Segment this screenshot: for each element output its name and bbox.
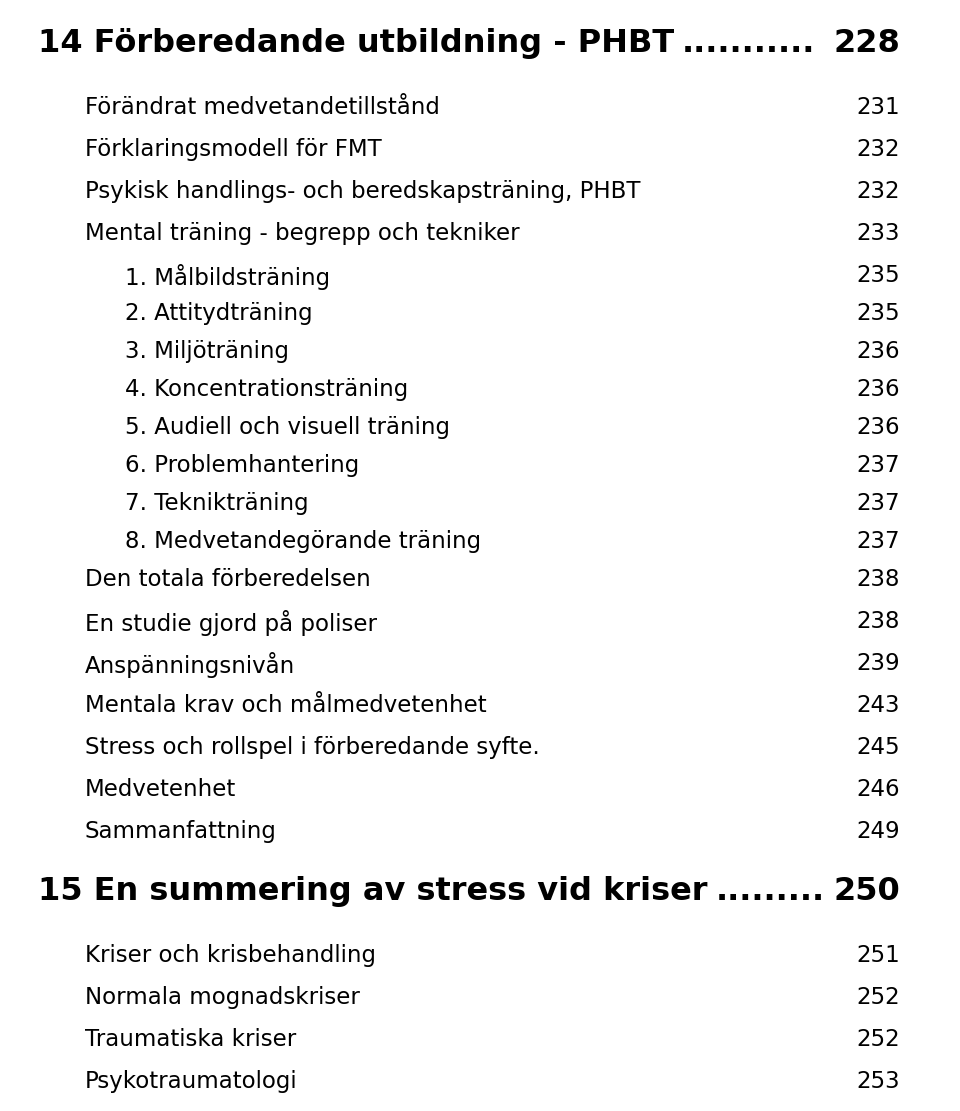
Text: Psykotraumatologi: Psykotraumatologi <box>85 1070 298 1093</box>
Text: 237: 237 <box>856 492 900 516</box>
Text: 4. Koncentrationsträning: 4. Koncentrationsträning <box>125 378 408 401</box>
Text: 228: 228 <box>833 28 900 59</box>
Text: Förklaringsmodell för FMT: Förklaringsmodell för FMT <box>85 138 382 161</box>
Text: 238: 238 <box>856 568 900 591</box>
Text: 7. Teknikträning: 7. Teknikträning <box>125 492 308 516</box>
Text: Anspänningsnivån: Anspänningsnivån <box>85 652 296 678</box>
Text: 3. Miljöträning: 3. Miljöträning <box>125 340 289 363</box>
Text: 237: 237 <box>856 530 900 553</box>
Text: Traumatiska kriser: Traumatiska kriser <box>85 1028 297 1051</box>
Text: 252: 252 <box>856 985 900 1009</box>
Text: .........: ......... <box>715 875 825 907</box>
Text: Kriser och krisbehandling: Kriser och krisbehandling <box>85 944 376 967</box>
Text: 1. Målbildsträning: 1. Målbildsträning <box>125 264 330 290</box>
Text: 5. Audiell och visuell träning: 5. Audiell och visuell träning <box>125 416 450 439</box>
Text: 235: 235 <box>856 302 900 326</box>
Text: 249: 249 <box>856 820 900 843</box>
Text: Mentala krav och målmedvetenhet: Mentala krav och målmedvetenhet <box>85 694 487 717</box>
Text: Förändrat medvetandetillstånd: Förändrat medvetandetillstånd <box>85 96 440 119</box>
Text: Psykisk handlings- och beredskapsträning, PHBT: Psykisk handlings- och beredskapsträning… <box>85 180 640 203</box>
Text: 253: 253 <box>856 1070 900 1093</box>
Text: 243: 243 <box>856 694 900 717</box>
Text: 236: 236 <box>856 378 900 401</box>
Text: 246: 246 <box>856 778 900 801</box>
Text: 238: 238 <box>856 610 900 633</box>
Text: Mental träning - begrepp och tekniker: Mental träning - begrepp och tekniker <box>85 222 519 246</box>
Text: 231: 231 <box>856 96 900 119</box>
Text: 232: 232 <box>856 138 900 161</box>
Text: 15 En summering av stress vid kriser: 15 En summering av stress vid kriser <box>38 875 708 907</box>
Text: 239: 239 <box>856 652 900 675</box>
Text: 233: 233 <box>856 222 900 246</box>
Text: 2. Attitydträning: 2. Attitydträning <box>125 302 313 326</box>
Text: 232: 232 <box>856 180 900 203</box>
Text: Den totala förberedelsen: Den totala förberedelsen <box>85 568 371 591</box>
Text: 8. Medvetandegörande träning: 8. Medvetandegörande träning <box>125 530 481 553</box>
Text: 251: 251 <box>856 944 900 967</box>
Text: Stress och rollspel i förberedande syfte.: Stress och rollspel i förberedande syfte… <box>85 735 540 759</box>
Text: Normala mognadskriser: Normala mognadskriser <box>85 985 360 1009</box>
Text: Sammanfattning: Sammanfattning <box>85 820 276 843</box>
Text: En studie gjord på poliser: En studie gjord på poliser <box>85 610 377 635</box>
Text: Medvetenhet: Medvetenhet <box>85 778 236 801</box>
Text: 237: 237 <box>856 454 900 477</box>
Text: 14 Förberedande utbildning - PHBT: 14 Förberedande utbildning - PHBT <box>38 28 674 59</box>
Text: 6. Problemhantering: 6. Problemhantering <box>125 454 359 477</box>
Text: 245: 245 <box>856 735 900 759</box>
Text: 236: 236 <box>856 340 900 363</box>
Text: 235: 235 <box>856 264 900 287</box>
Text: 250: 250 <box>833 875 900 907</box>
Text: 252: 252 <box>856 1028 900 1051</box>
Text: ...........: ........... <box>683 28 815 59</box>
Text: 236: 236 <box>856 416 900 439</box>
